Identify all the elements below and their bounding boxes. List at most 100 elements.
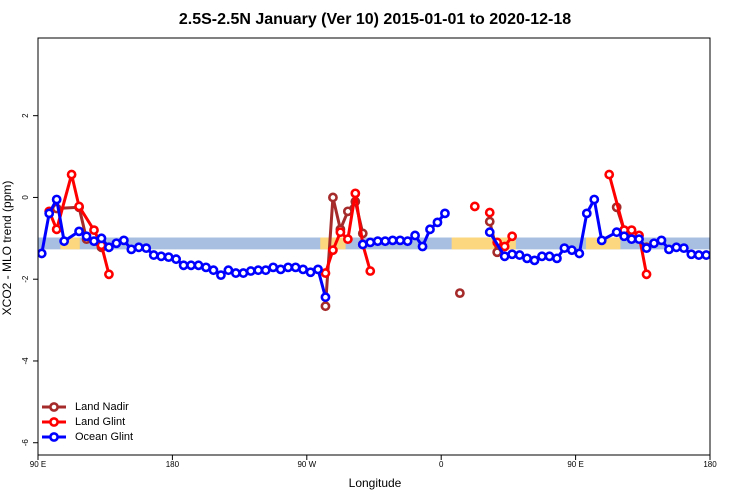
data-point <box>342 206 353 217</box>
legend-marker <box>49 402 59 412</box>
x-tick-label: 180 <box>166 460 180 469</box>
data-point <box>118 235 129 246</box>
y-tick-label: 2 <box>21 113 30 118</box>
data-point <box>126 244 137 255</box>
data-point <box>522 253 532 264</box>
data-point <box>104 269 114 280</box>
data-point <box>387 235 398 246</box>
data-point <box>328 245 338 256</box>
y-axis-label: XCO2 - MLO trend (ppm) <box>0 181 14 316</box>
x-tick-label: 0 <box>439 460 444 469</box>
data-point <box>201 262 211 273</box>
legend-label: Land Glint <box>75 416 125 428</box>
data-point <box>574 248 585 259</box>
data-point <box>51 194 62 205</box>
data-point <box>417 241 428 252</box>
data-point <box>544 251 555 262</box>
data-point <box>402 236 413 247</box>
data-point <box>552 253 562 264</box>
data-point <box>230 268 241 278</box>
data-point <box>111 238 122 249</box>
data-point <box>89 236 99 247</box>
plot-frame <box>37 37 711 456</box>
legend-label: Land Nadir <box>75 401 129 413</box>
data-point <box>74 226 84 237</box>
data-point <box>74 201 84 212</box>
legend-marker <box>49 432 59 442</box>
data-point <box>59 236 70 247</box>
y-tick-label: 0 <box>21 195 30 200</box>
data-point <box>566 245 577 256</box>
data-point <box>133 242 144 253</box>
data-point <box>380 236 391 247</box>
data-point <box>484 216 495 227</box>
legend-label: Ocean Glint <box>75 431 133 443</box>
data-point <box>178 260 189 271</box>
data-point <box>425 224 435 235</box>
data-point <box>484 207 495 218</box>
data-point <box>701 250 710 260</box>
data-point <box>529 255 540 266</box>
data-point <box>238 268 249 278</box>
data-point <box>104 242 114 253</box>
data-point <box>283 262 294 273</box>
data-point <box>268 262 279 273</box>
data-point <box>335 227 346 238</box>
data-point <box>320 301 331 312</box>
data-point <box>245 266 256 276</box>
x-axis-label: Longitude <box>349 476 402 490</box>
data-point <box>342 234 353 245</box>
data-point <box>611 227 622 238</box>
chart-title: 2.5S-2.5N January (Ver 10) 2015-01-01 to… <box>179 11 571 28</box>
data-point <box>186 260 196 271</box>
data-point <box>44 208 55 219</box>
band-highlight <box>60 237 80 250</box>
legend-marker <box>49 417 59 427</box>
x-tick-label: 90 W <box>297 460 316 469</box>
data-point <box>372 236 383 247</box>
data-point <box>290 262 301 273</box>
x-tick-label: 90 E <box>567 460 583 469</box>
data-point <box>275 264 286 275</box>
data-point <box>156 251 167 262</box>
data-point <box>260 265 271 276</box>
data-point <box>81 231 92 242</box>
data-point <box>320 292 331 303</box>
data-point <box>328 192 338 203</box>
data-point <box>499 251 510 262</box>
data-point <box>365 237 376 248</box>
data-point <box>641 269 652 280</box>
data-point <box>641 243 652 254</box>
data-point <box>38 248 47 259</box>
x-tick-label: 90 E <box>30 460 46 469</box>
data-point <box>410 230 420 241</box>
data-point <box>51 224 62 235</box>
data-point <box>514 250 525 260</box>
y-tick-label: -4 <box>21 357 30 365</box>
data-point <box>634 234 644 245</box>
data-point <box>537 251 547 262</box>
data-point <box>604 169 615 180</box>
data-point <box>626 234 637 245</box>
data-point <box>581 208 592 219</box>
data-point <box>66 169 77 180</box>
band-highlight <box>451 237 516 250</box>
data-point <box>626 225 637 236</box>
data-point <box>484 227 495 238</box>
data-point <box>395 235 406 246</box>
data-point <box>298 264 308 275</box>
data-point <box>350 188 361 199</box>
plot-area <box>38 169 710 312</box>
data-point <box>678 243 689 254</box>
data-point <box>148 250 159 260</box>
band-highlight <box>320 237 346 250</box>
data-point <box>656 235 667 246</box>
data-point <box>313 264 323 275</box>
data-point <box>671 242 682 253</box>
data-point <box>216 270 226 281</box>
data-point <box>223 265 234 276</box>
data-point <box>507 231 518 242</box>
data-point <box>208 265 219 276</box>
data-point <box>686 249 697 260</box>
